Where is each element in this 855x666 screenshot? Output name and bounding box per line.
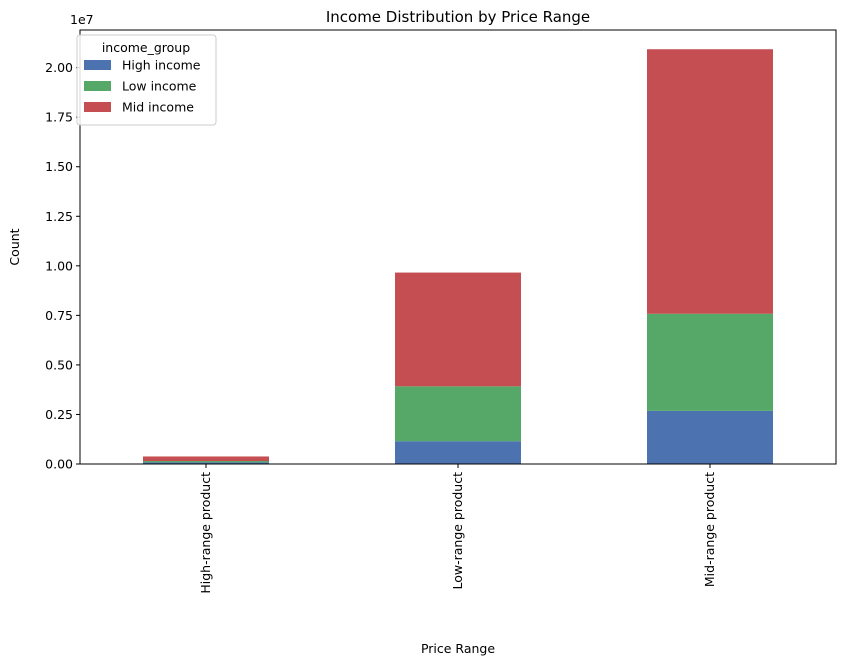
bar-segment [395,386,521,442]
legend: income_group High income Low income Mid in… [76,34,217,126]
y-ticks-group: 0.00 0.25 0.50 0.75 1.00 1.25 1.50 1.75 2.00 [45,60,80,472]
y-tick-label: 1.75 [45,110,73,125]
legend-label: High income [122,58,201,73]
x-ticks-group: High-range product Low-range product Mid-r… [198,464,717,594]
y-tick-label: 1.25 [45,209,73,224]
y-tick-label: 2.00 [45,60,73,75]
y-tick-label: 1.00 [45,258,73,273]
bar-segment [647,410,773,464]
y-tick-label: 1.50 [45,159,73,174]
x-tick-label: Mid-range product [702,472,717,587]
x-tick-label: Low-range product [450,472,465,590]
y-tick-label: 0.50 [45,357,73,372]
legend-swatch [84,81,111,91]
x-axis-label: Price Range [421,641,495,656]
y-tick-label: 0.75 [45,308,73,323]
x-tick-label: High-range product [198,472,213,594]
bar-segment [143,456,269,462]
legend-title: income_group [102,40,190,55]
bar-segment [395,272,521,387]
legend-label: Mid income [122,100,194,115]
y-offset-label: 1e7 [70,12,94,27]
y-axis-label: Count [7,228,22,265]
legend-frame [76,34,217,126]
y-tick-label: 0.25 [45,407,73,422]
legend-label: Low income [122,79,197,94]
bar-segment [647,313,773,411]
legend-swatch [84,102,111,112]
legend-swatch [84,60,111,70]
bar-segment [395,441,521,464]
bars-group [143,49,773,464]
bar-segment [143,461,269,463]
bar-segment [647,49,773,314]
y-tick-label: 0.00 [45,457,73,472]
bar-segment [143,462,269,464]
plot-frame [79,29,837,465]
chart-title: Income Distribution by Price Range [326,8,590,26]
